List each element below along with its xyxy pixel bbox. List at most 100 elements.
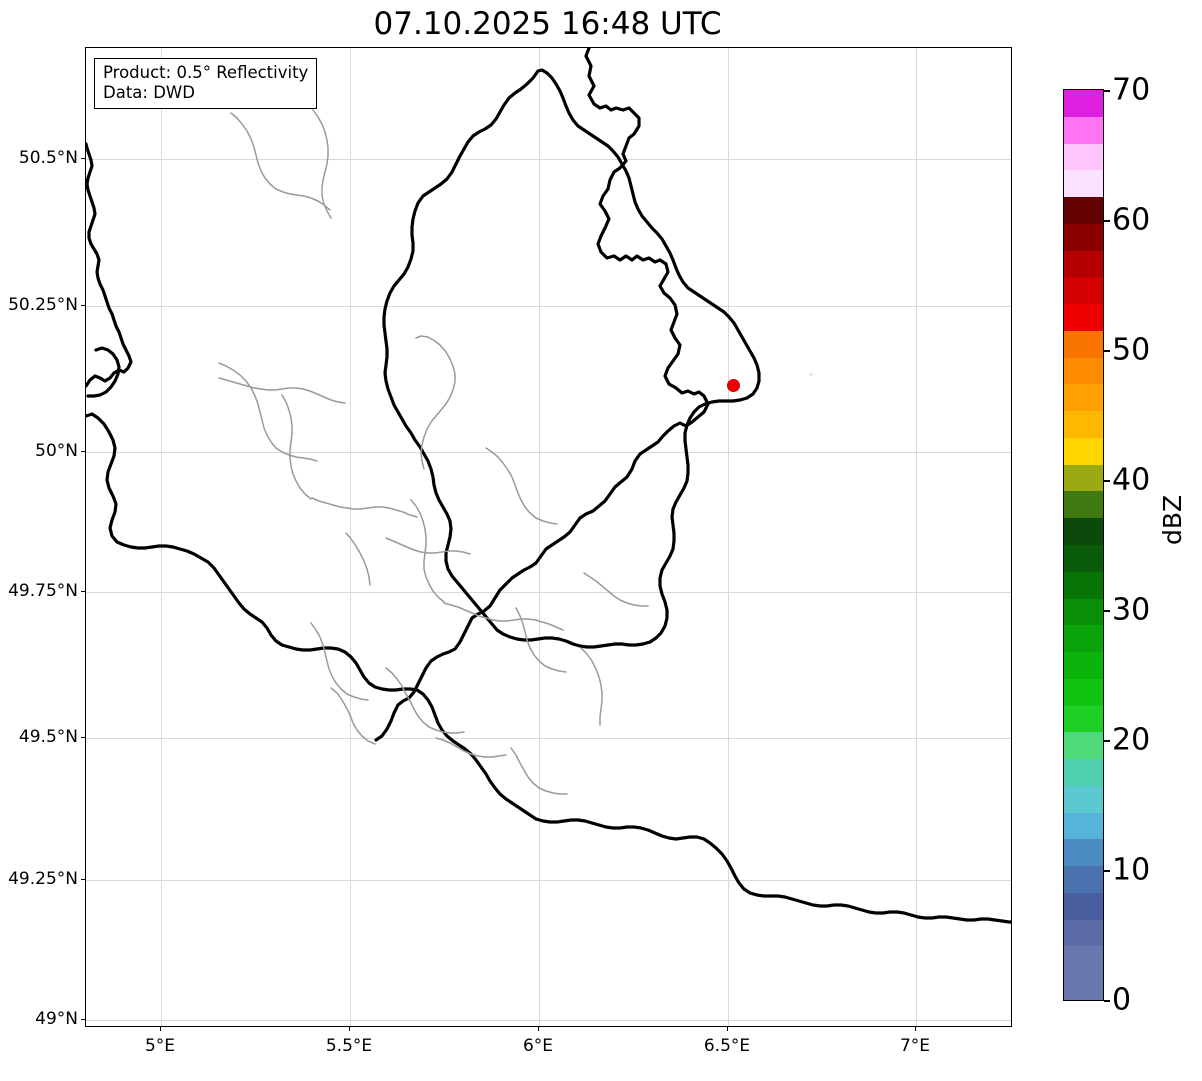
colorbar-segment-12	[1064, 652, 1103, 679]
cbar-label-60: 60	[1112, 202, 1151, 238]
colorbar-segment-31	[1064, 143, 1103, 171]
ytick-mark-49.75N	[81, 591, 85, 592]
ytick-label-50N: 50°N	[35, 441, 78, 461]
colorbar-axis-label: dBZ	[1158, 494, 1187, 545]
border-belgium-france-west	[86, 142, 133, 388]
cbar-label-0: 0	[1112, 982, 1132, 1018]
colorbar-segment-32	[1064, 116, 1103, 144]
xtick-label-6.5E: 6.5°E	[703, 1036, 751, 1056]
ytick-label-49.25N: 49.25°N	[8, 869, 78, 889]
luxembourg-canton-borders	[218, 109, 649, 795]
colorbar-segment-7	[1064, 785, 1103, 813]
gridline-horizontal-50.5N	[86, 159, 1011, 160]
colorbar-segment-15	[1064, 571, 1103, 599]
cbar-label-10: 10	[1112, 852, 1151, 888]
xtick-mark-5E	[160, 1027, 161, 1031]
gridline-vertical-6E	[539, 48, 540, 1026]
colorbar-segment-14	[1064, 598, 1103, 626]
colorbar-segment-10	[1064, 705, 1103, 733]
cbar-tick-mark-40	[1104, 480, 1110, 482]
xtick-label-7E: 7°E	[899, 1036, 931, 1056]
gridline-vertical-5E	[161, 48, 162, 1026]
colorbar-segment-5	[1064, 839, 1103, 867]
gridline-horizontal-50.25N	[86, 306, 1011, 307]
info-data-line: Data: DWD	[103, 83, 195, 103]
border-luxembourg	[382, 68, 761, 649]
colorbar-segment-6	[1064, 812, 1103, 840]
colorbar-segment-18	[1064, 491, 1103, 519]
gridline-horizontal-49.25N	[86, 880, 1011, 881]
xtick-label-5E: 5°E	[144, 1036, 176, 1056]
colorbar-segment-1	[1064, 946, 1103, 974]
colorbar-segment-13	[1064, 625, 1103, 653]
colorbar-segment-28	[1064, 223, 1103, 251]
colorbar-segment-2	[1064, 919, 1103, 947]
colorbar-segment-21	[1064, 411, 1103, 438]
cbar-label-20: 20	[1112, 722, 1151, 758]
ytick-label-49.75N: 49.75°N	[8, 581, 78, 601]
info-product-line: Product: 0.5° Reflectivity	[103, 63, 309, 82]
product-info-box: Product: 0.5° Reflectivity Data: DWD	[94, 58, 318, 110]
radar-station-marker[interactable]	[727, 379, 740, 392]
cbar-tick-mark-30	[1104, 610, 1110, 612]
cbar-tick-mark-10	[1104, 870, 1110, 872]
ytick-mark-50.25N	[81, 305, 85, 306]
reflectivity-colorbar[interactable]	[1063, 89, 1104, 1001]
colorbar-segment-17	[1064, 518, 1103, 545]
colorbar-segment-30	[1064, 170, 1103, 198]
colorbar-segment-0	[1064, 973, 1103, 1000]
colorbar-segment-19	[1064, 464, 1103, 492]
gridline-horizontal-50N	[86, 452, 1011, 453]
colorbar-segment-4	[1064, 866, 1103, 893]
colorbar-segment-27	[1064, 250, 1103, 278]
colorbar-segment-25	[1064, 304, 1103, 331]
gridline-horizontal-49.75N	[86, 592, 1011, 593]
colorbar-segment-16	[1064, 544, 1103, 572]
page-title: 07.10.2025 16:48 UTC	[373, 6, 722, 42]
border-belgium-france-south	[86, 412, 1011, 924]
xtick-label-5.5E: 5.5°E	[325, 1036, 373, 1056]
ytick-mark-49N	[81, 1019, 85, 1020]
gridline-vertical-7E	[916, 48, 917, 1026]
colorbar-segment-11	[1064, 678, 1103, 706]
colorbar-segment-29	[1064, 197, 1103, 224]
cbar-label-70: 70	[1112, 72, 1151, 108]
ytick-mark-50N	[81, 451, 85, 452]
cbar-tick-mark-20	[1104, 740, 1110, 742]
xtick-label-6E: 6°E	[522, 1036, 554, 1056]
colorbar-segment-33	[1064, 89, 1103, 117]
cbar-tick-mark-70	[1104, 90, 1110, 92]
cbar-tick-mark-50	[1104, 350, 1110, 352]
ytick-mark-50.5N	[81, 158, 85, 159]
border-belgium-salient	[86, 346, 121, 398]
cbar-label-40: 40	[1112, 462, 1151, 498]
colorbar-segment-26	[1064, 277, 1103, 305]
xtick-mark-7E	[915, 1027, 916, 1031]
faint-echo-pixel	[809, 373, 813, 376]
colorbar-segment-9	[1064, 732, 1103, 760]
colorbar-segment-20	[1064, 437, 1103, 465]
gridline-vertical-6.5E	[728, 48, 729, 1026]
xtick-mark-6.5E	[727, 1027, 728, 1031]
cbar-label-30: 30	[1112, 592, 1151, 628]
border-belgium-germany	[374, 48, 710, 742]
colorbar-segment-24	[1064, 330, 1103, 358]
cbar-label-50: 50	[1112, 332, 1151, 368]
gridline-vertical-5.5E	[350, 48, 351, 1026]
colorbar-segment-23	[1064, 357, 1103, 385]
ytick-label-49N: 49°N	[35, 1009, 78, 1029]
radar-map-axes[interactable]: Product: 0.5° Reflectivity Data: DWD	[85, 47, 1012, 1027]
gridline-horizontal-49N	[86, 1020, 1011, 1021]
ytick-label-50.5N: 50.5°N	[18, 148, 78, 168]
map-vector-layer	[86, 48, 1011, 924]
ytick-label-49.5N: 49.5°N	[18, 727, 78, 747]
cbar-tick-mark-0	[1104, 1000, 1110, 1002]
colorbar-segment-22	[1064, 384, 1103, 412]
colorbar-segment-3	[1064, 892, 1103, 920]
ytick-mark-49.25N	[81, 879, 85, 880]
ytick-mark-49.5N	[81, 737, 85, 738]
xtick-mark-5.5E	[349, 1027, 350, 1031]
ytick-label-50.25N: 50.25°N	[8, 295, 78, 315]
cbar-tick-mark-60	[1104, 220, 1110, 222]
xtick-mark-6E	[538, 1027, 539, 1031]
